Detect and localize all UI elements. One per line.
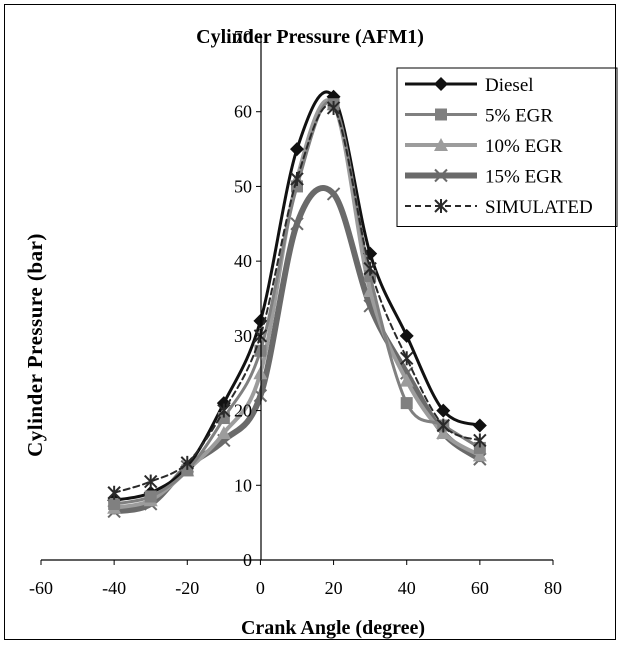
legend: Diesel 5% EGR 10% EGR 15% EGR SIMULATED	[396, 67, 618, 227]
data-point	[473, 433, 487, 448]
data-point-stroke-b	[326, 187, 341, 201]
legend-box	[396, 67, 618, 227]
legend-label: 10% EGR	[485, 136, 563, 157]
legend-entry: 15% EGR	[405, 167, 563, 188]
data-point	[399, 373, 414, 387]
y-tick-label: 70	[234, 27, 252, 47]
y-tick-label: 20	[234, 401, 252, 421]
x-tick-label: 0	[256, 578, 265, 598]
x-tick-label: 20	[325, 578, 343, 598]
data-point	[108, 497, 121, 510]
legend-entry: 5% EGR	[405, 106, 553, 127]
legend-swatch-marker-stroke-b	[434, 168, 448, 183]
x-tick-label: -60	[29, 578, 53, 598]
legend-swatch-marker	[434, 77, 448, 91]
data-point	[107, 485, 121, 500]
data-point	[399, 328, 414, 343]
data-point-stroke-b	[290, 217, 304, 231]
legend-label: 5% EGR	[485, 106, 553, 127]
data-point	[144, 490, 157, 503]
series-layer	[107, 89, 487, 519]
series-line	[111, 185, 483, 515]
x-tick-label: 60	[471, 578, 489, 598]
y-tick-label: 30	[234, 326, 252, 346]
x-tick-label: -40	[102, 578, 126, 598]
y-axis-label: Cylinder Pressure (bar)	[23, 233, 47, 457]
y-tick-label: 40	[234, 251, 252, 271]
axes-layer	[41, 37, 553, 561]
data-point	[217, 412, 230, 425]
legend-label: SIMULATED	[485, 197, 593, 218]
ticks-layer: -60 -40 -20 0 20 40 60 80 0 10 20 30 40 50 60 70	[29, 27, 562, 598]
data-point	[473, 441, 486, 454]
x-tick-label: 40	[398, 578, 416, 598]
data-point	[363, 261, 377, 276]
data-point	[217, 403, 231, 418]
data-point	[290, 142, 304, 157]
legend-entry: Diesel	[405, 75, 534, 96]
data-point	[436, 418, 450, 433]
data-point	[216, 425, 231, 439]
y-tick-label: 60	[234, 102, 252, 122]
data-point	[290, 217, 304, 231]
legend-entry: 10% EGR	[405, 136, 563, 157]
x-axis-label: Crank Angle (degree)	[241, 617, 425, 639]
legend-entry: SIMULATED	[405, 197, 593, 218]
legend-label: Diesel	[485, 75, 534, 96]
y-tick-label: 10	[234, 475, 252, 495]
legend-swatch-marker	[435, 108, 447, 121]
data-point	[181, 464, 194, 477]
y-tick-label: 0	[243, 550, 252, 570]
y-tick-label: 50	[234, 176, 252, 196]
legend-swatch-marker	[434, 138, 448, 151]
chart-title: Cylinder Pressure (AFM1)	[196, 26, 424, 48]
data-point	[326, 100, 341, 115]
legend-swatch-marker	[434, 168, 448, 183]
data-point	[472, 448, 487, 462]
legend-swatch-marker	[434, 199, 448, 213]
data-point	[400, 397, 413, 410]
data-point	[144, 474, 158, 489]
data-point	[472, 418, 487, 433]
legend-label: 15% EGR	[485, 167, 563, 188]
data-point	[180, 455, 194, 470]
data-point	[291, 180, 303, 193]
x-tick-label: -20	[175, 578, 199, 598]
data-point	[326, 187, 341, 201]
data-point	[436, 403, 451, 418]
data-point	[400, 351, 414, 366]
data-point	[290, 171, 304, 186]
series-15-egr	[107, 185, 487, 519]
x-tick-label: 80	[544, 578, 562, 598]
